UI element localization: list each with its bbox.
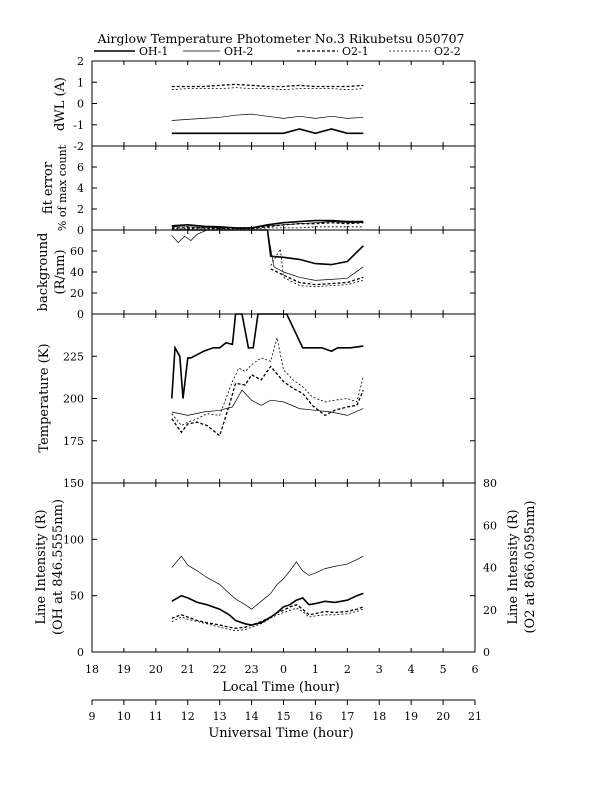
x-tick-label-local: 23 — [245, 663, 259, 676]
panel-int-frame — [91, 482, 476, 653]
x-tick-label-ut: 19 — [404, 710, 418, 723]
series-line-int-o2-2 — [171, 607, 364, 632]
y-tick-label-temp: 225 — [63, 350, 84, 363]
y-tick-label-dwl: 0 — [77, 98, 84, 111]
x-tick-label-ut: 14 — [245, 710, 259, 723]
x-tick-label-ut: 13 — [213, 710, 227, 723]
panel-fit-ylabel-line-2: % of max count — [56, 144, 69, 231]
y-tick-label-bg: 60 — [70, 245, 84, 258]
panel-temp-ylabel: Temperature (K) — [37, 343, 52, 452]
x-tick-label-ut: 16 — [308, 710, 322, 723]
x-tick-label-ut: 12 — [181, 710, 195, 723]
x-tick-label-local: 22 — [213, 663, 227, 676]
x-tick-label-ut: 18 — [372, 710, 386, 723]
series-line-bg-oh-1 — [171, 229, 364, 266]
x-tick-label-ut: 21 — [468, 710, 482, 723]
x-tick-label-local: 2 — [344, 663, 351, 676]
y-tick-label-bg: 20 — [70, 287, 84, 300]
series-line-fit-o2-1 — [171, 222, 364, 230]
x-tick-label-ut: 9 — [89, 710, 96, 723]
legend-label-oh-1: OH-1 — [139, 45, 168, 58]
ticks-layer: -2-1012024602040601752002250501001500204… — [63, 55, 497, 723]
series-line-bg-oh-2 — [171, 229, 364, 281]
panel-bg-ylabel-line-2: (R/nm) — [53, 249, 68, 294]
panel-fit-frame — [91, 145, 476, 231]
x-axis-label-universal-time: Universal Time (hour) — [208, 726, 353, 741]
y-tick-label-dwl: 2 — [77, 55, 84, 68]
series-line-temp-oh-2 — [171, 389, 364, 416]
series-line-temp-o2-1 — [171, 365, 364, 437]
legend: OH-1 OH-2 O2-1 O2-2 — [94, 45, 461, 58]
y-right-tick-label-int: 60 — [483, 519, 497, 532]
y-tick-label-int: 100 — [63, 533, 84, 546]
panel-int-ylabel-line-1: Line Intensity (R) — [34, 509, 49, 624]
y-tick-label-temp: 200 — [63, 393, 84, 406]
x-tick-label-ut: 15 — [277, 710, 291, 723]
series-layer — [171, 83, 364, 632]
y-tick-label-temp: 175 — [63, 435, 84, 448]
y-tick-label-fit: 2 — [77, 203, 84, 216]
y-tick-label-fit: 0 — [77, 224, 84, 237]
series-line-bg-o2-1 — [270, 268, 364, 286]
series-line-dwl-oh-2 — [171, 113, 364, 121]
x-tick-label-ut: 10 — [117, 710, 131, 723]
panel-dwl-ylabel: dWL (A) — [53, 77, 68, 131]
series-line-dwl-oh-1 — [171, 128, 364, 135]
series-line-int-o2-1 — [171, 603, 364, 629]
x-tick-label-local: 3 — [376, 663, 383, 676]
chart-title: Airglow Temperature Photometer No.3 Riku… — [97, 31, 465, 46]
panel-bg-ylabel-line-1: background — [36, 233, 51, 312]
legend-label-o2-2: O2-2 — [434, 45, 461, 58]
y-tick-label-dwl: -1 — [73, 119, 84, 132]
series-line-fit-oh-1 — [171, 219, 364, 229]
series-line-int-oh-2 — [171, 555, 364, 610]
x-tick-label-local: 18 — [85, 663, 99, 676]
y-tick-label-bg: 0 — [77, 308, 84, 321]
x-axis-label-local-time: Local Time (hour) — [222, 680, 340, 695]
x-tick-label-local: 0 — [280, 663, 287, 676]
series-line-dwl-o2-2 — [171, 87, 364, 91]
y-tick-label-fit: 6 — [77, 161, 84, 174]
y-tick-label-dwl: -2 — [73, 140, 84, 153]
series-line-bg-o2-2 — [270, 247, 364, 288]
x-tick-label-local: 19 — [117, 663, 131, 676]
x-tick-label-local: 1 — [312, 663, 319, 676]
y-right-tick-label-int: 20 — [483, 604, 497, 617]
legend-label-oh-2: OH-2 — [224, 45, 253, 58]
x-tick-label-local: 21 — [181, 663, 195, 676]
panel-temp-frame — [91, 313, 476, 484]
x-tick-label-local: 5 — [440, 663, 447, 676]
y-tick-label-int: 50 — [70, 590, 84, 603]
x-tick-label-ut: 17 — [340, 710, 354, 723]
y-tick-label-dwl: 1 — [77, 76, 84, 89]
x-tick-label-local: 6 — [472, 663, 479, 676]
y-tick-label-bg: 40 — [70, 266, 84, 279]
y-tick-label-int: 0 — [77, 646, 84, 659]
panel-int-right-ylabel-line-1: Line Intensity (R) — [506, 509, 521, 624]
legend-label-o2-1: O2-1 — [342, 45, 369, 58]
y-tick-label-int: 150 — [63, 477, 84, 490]
x-tick-label-local: 4 — [408, 663, 415, 676]
panel-int-ylabel-line-2: (OH at 846.5555nm) — [51, 499, 66, 635]
series-line-temp-oh-1 — [171, 313, 364, 399]
y-right-tick-label-int: 0 — [483, 646, 490, 659]
x-tick-label-ut: 20 — [436, 710, 450, 723]
y-right-tick-label-int: 80 — [483, 477, 497, 490]
x-tick-label-local: 20 — [149, 663, 163, 676]
panel-int-right-ylabel-line-2: (O2 at 866.0595nm) — [523, 500, 538, 633]
series-line-dwl-o2-1 — [171, 83, 364, 88]
y-tick-label-fit: 4 — [77, 182, 84, 195]
panel-fit-ylabel-line-1: fit error — [41, 161, 56, 214]
x-tick-label-ut: 11 — [149, 710, 163, 723]
y-right-tick-label-int: 40 — [483, 562, 497, 575]
